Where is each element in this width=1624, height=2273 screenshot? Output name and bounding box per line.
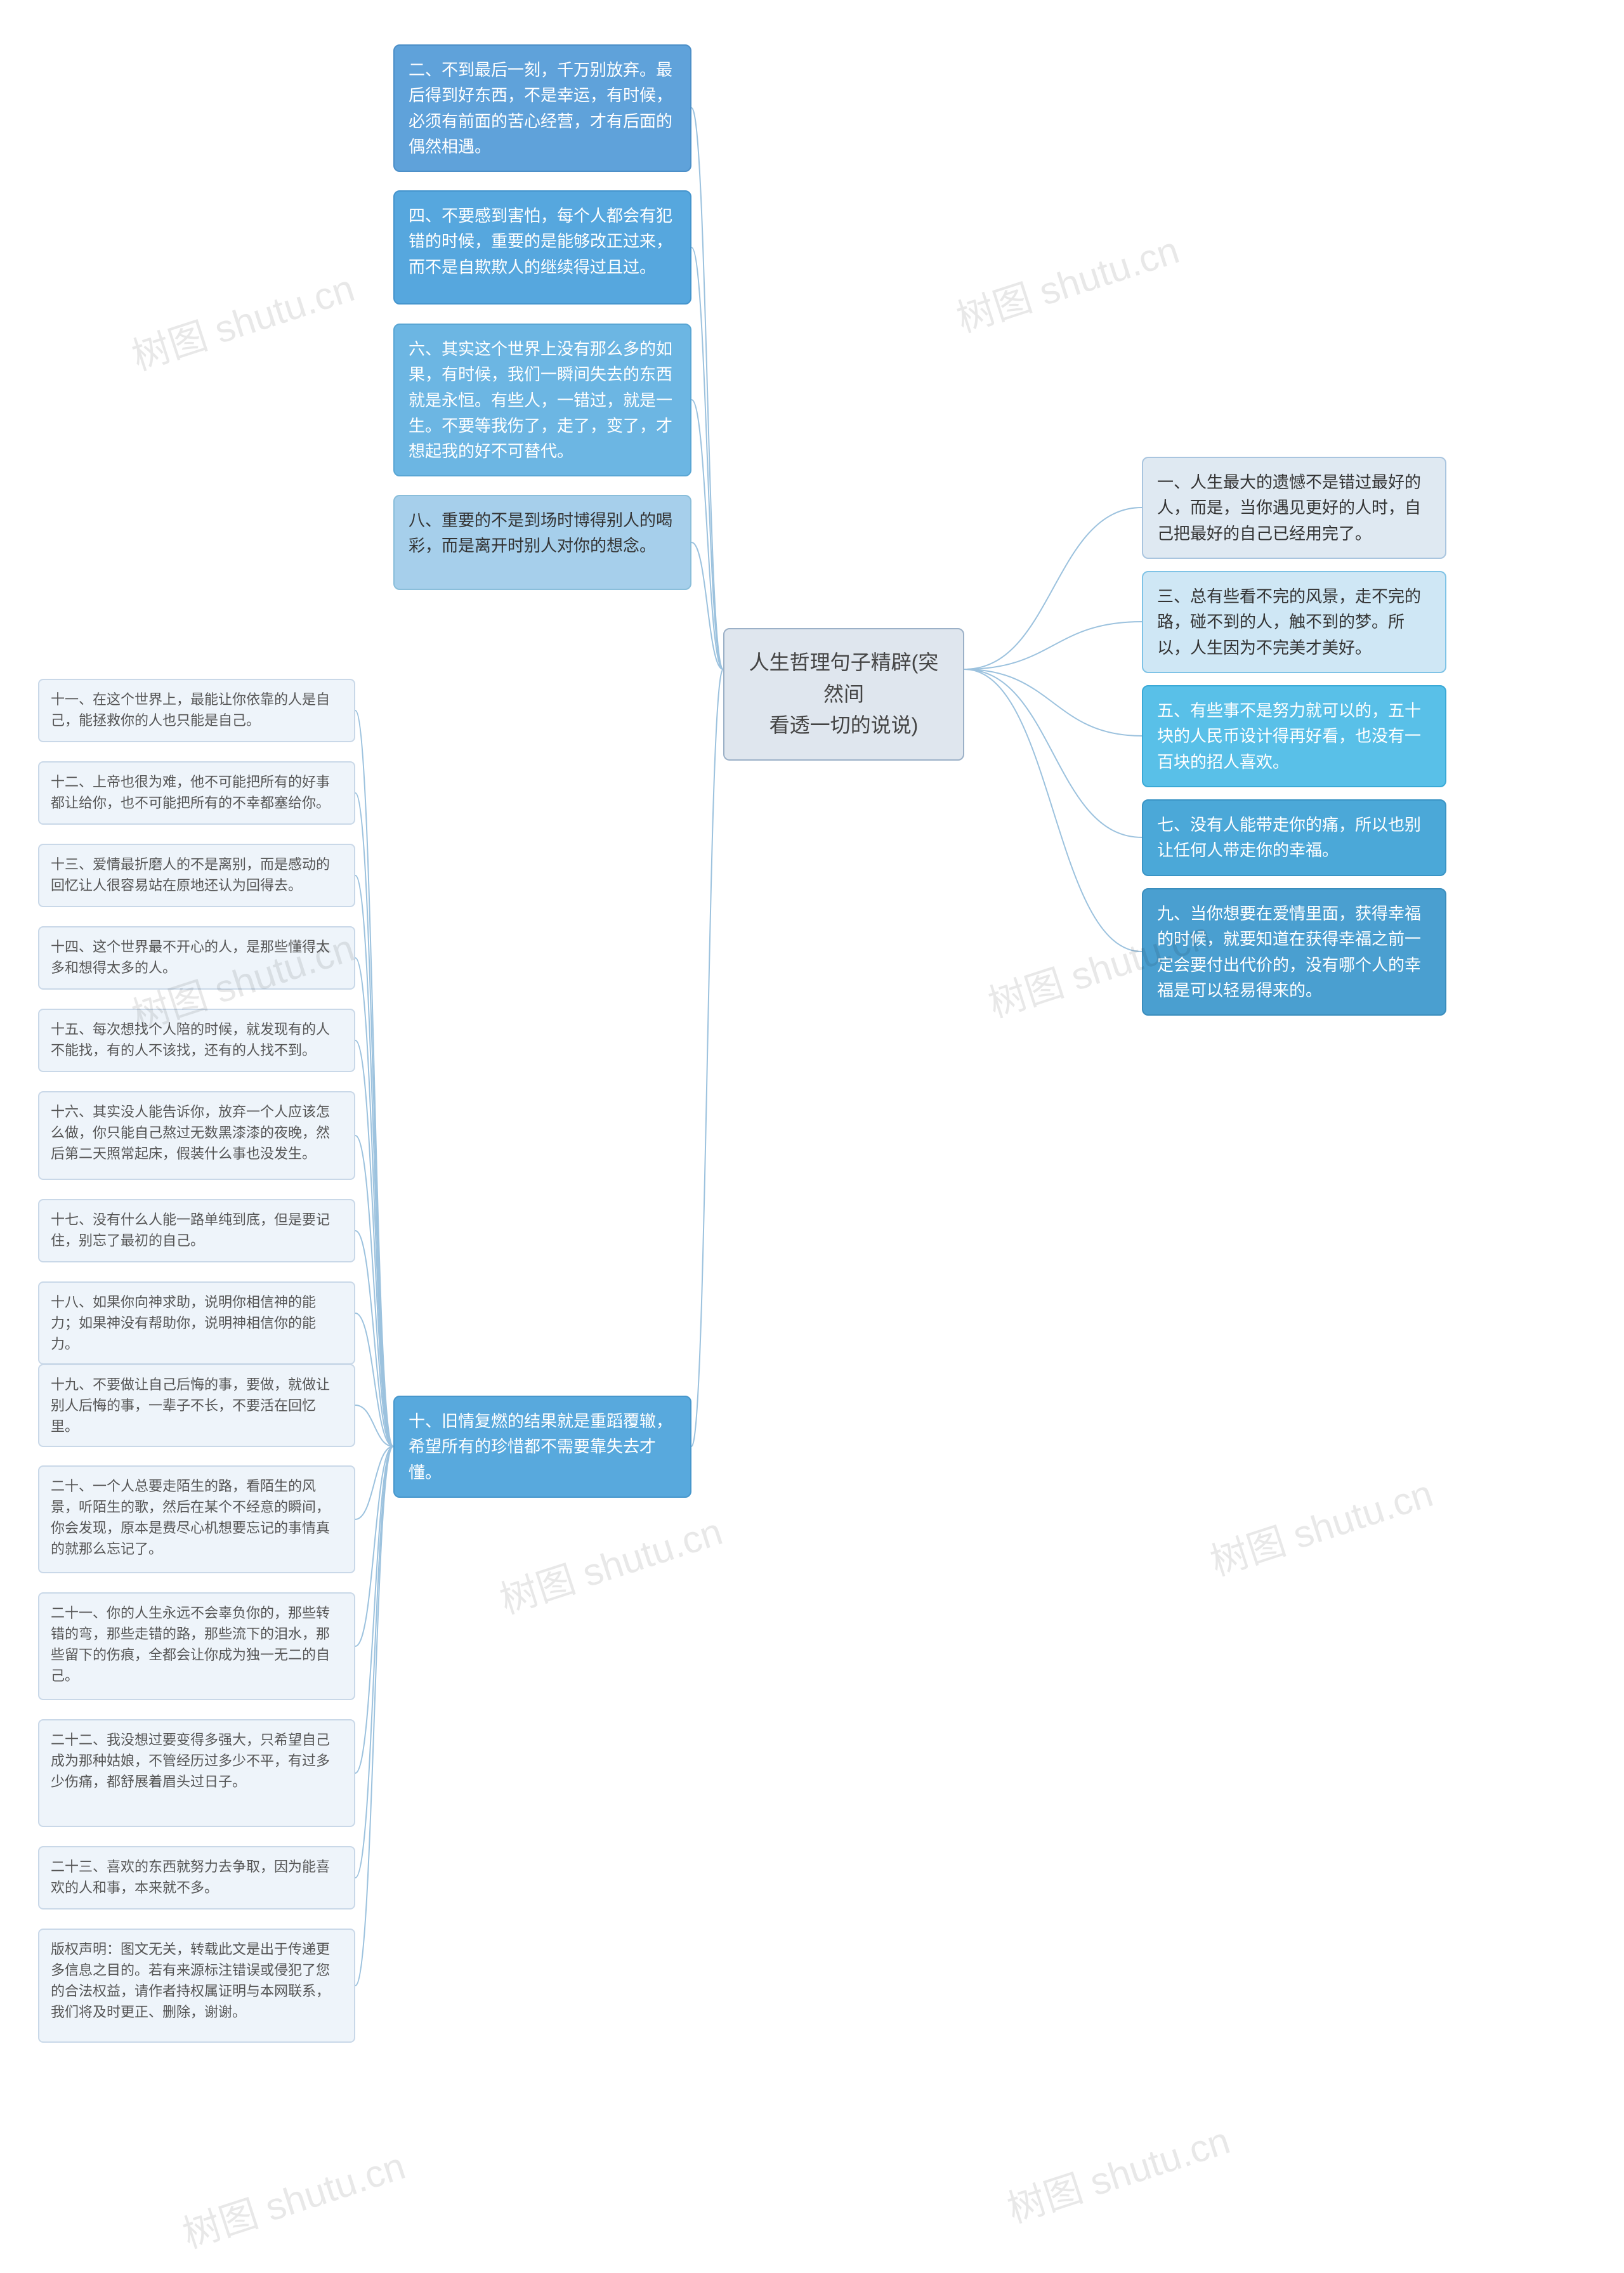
left-upper-node-3: 六、其实这个世界上没有那么多的如果，有时候，我们一瞬间失去的东西就是永恒。有些人…	[393, 324, 691, 476]
grandchild-node-13: 二十三、喜欢的东西就努力去争取，因为能喜欢的人和事，本来就不多。	[38, 1846, 355, 1909]
left-upper-node-2: 四、不要感到害怕，每个人都会有犯错的时候，重要的是能够改正过来，而不是自欺欺人的…	[393, 190, 691, 305]
watermark: 树图 shutu.cn	[124, 258, 360, 381]
right-node-2: 三、总有些看不完的风景，走不完的路，碰不到的人，触不到的梦。所以，人生因为不完美…	[1142, 571, 1446, 673]
grandchild-node-5: 十五、每次想找个人陪的时候，就发现有的人不能找，有的人不该找，还有的人找不到。	[38, 1009, 355, 1072]
left-upper-node-1: 二、不到最后一刻，千万别放弃。最后得到好东西，不是幸运，有时候，必须有前面的苦心…	[393, 44, 691, 172]
node-ten: 十、旧情复燃的结果就是重蹈覆辙，希望所有的珍惜都不需要靠失去才懂。	[393, 1396, 691, 1498]
grandchild-node-10: 二十、一个人总要走陌生的路，看陌生的风景，听陌生的歌，然后在某个不经意的瞬间，你…	[38, 1465, 355, 1573]
watermark: 树图 shutu.cn	[492, 1501, 728, 1625]
watermark: 树图 shutu.cn	[948, 219, 1185, 343]
root-node: 人生哲理句子精辟(突然间 看透一切的说说)	[723, 628, 964, 761]
right-node-1: 一、人生最大的遗憾不是错过最好的人，而是，当你遇见更好的人时，自己把最好的自己已…	[1142, 457, 1446, 559]
watermark: 树图 shutu.cn	[999, 2110, 1236, 2234]
grandchild-node-14: 版权声明：图文无关，转载此文是出于传递更多信息之目的。若有来源标注错误或侵犯了您…	[38, 1929, 355, 2043]
grandchild-node-12: 二十二、我没想过要变得多强大，只希望自己成为那种姑娘，不管经历过多少不平，有过多…	[38, 1719, 355, 1827]
grandchild-node-11: 二十一、你的人生永远不会辜负你的，那些转错的弯，那些走错的路，那些流下的泪水，那…	[38, 1592, 355, 1700]
right-node-5: 九、当你想要在爱情里面，获得幸福的时候，就要知道在获得幸福之前一定会要付出代价的…	[1142, 888, 1446, 1016]
grandchild-node-7: 十七、没有什么人能一路单纯到底，但是要记住，别忘了最初的自己。	[38, 1199, 355, 1262]
mindmap-canvas: 人生哲理句子精辟(突然间 看透一切的说说) 一、人生最大的遗憾不是错过最好的人，而…	[0, 0, 1624, 2273]
grandchild-node-4: 十四、这个世界最不开心的人，是那些懂得太多和想得太多的人。	[38, 926, 355, 990]
watermark: 树图 shutu.cn	[1202, 1463, 1439, 1587]
left-upper-node-4: 八、重要的不是到场时博得别人的喝彩，而是离开时别人对你的想念。	[393, 495, 691, 590]
right-node-4: 七、没有人能带走你的痛，所以也别让任何人带走你的幸福。	[1142, 799, 1446, 876]
grandchild-node-1: 十一、在这个世界上，最能让你依靠的人是自己，能拯救你的人也只能是自己。	[38, 679, 355, 742]
grandchild-node-3: 十三、爱情最折磨人的不是离别，而是感动的回忆让人很容易站在原地还认为回得去。	[38, 844, 355, 907]
grandchild-node-8: 十八、如果你向神求助，说明你相信神的能力；如果神没有帮助你，说明神相信你的能力。	[38, 1281, 355, 1365]
grandchild-node-2: 十二、上帝也很为难，他不可能把所有的好事都让给你，也不可能把所有的不幸都塞给你。	[38, 761, 355, 825]
right-node-3: 五、有些事不是努力就可以的，五十块的人民币设计得再好看，也没有一百块的招人喜欢。	[1142, 685, 1446, 787]
watermark: 树图 shutu.cn	[174, 2135, 411, 2259]
grandchild-node-6: 十六、其实没人能告诉你，放弃一个人应该怎么做，你只能自己熬过无数黑漆漆的夜晚，然…	[38, 1091, 355, 1180]
grandchild-node-9: 十九、不要做让自己后悔的事，要做，就做让别人后悔的事，一辈子不长，不要活在回忆里…	[38, 1364, 355, 1447]
